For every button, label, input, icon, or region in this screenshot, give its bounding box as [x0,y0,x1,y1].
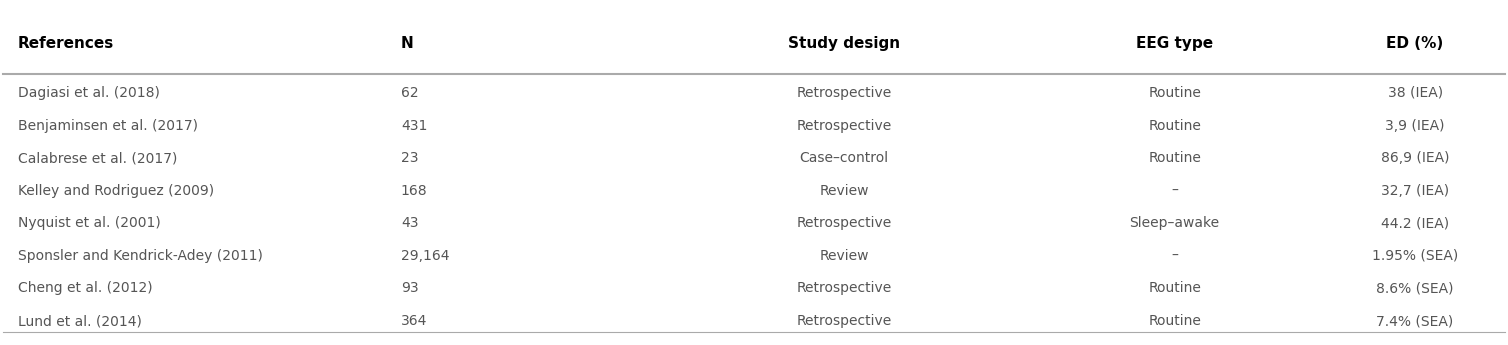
Text: 1.95% (SEA): 1.95% (SEA) [1372,249,1458,263]
Text: Kelley and Rodriguez (2009): Kelley and Rodriguez (2009) [18,184,214,198]
Text: 86,9 (IEA): 86,9 (IEA) [1381,151,1449,165]
Text: Retrospective: Retrospective [796,86,891,100]
Text: Retrospective: Retrospective [796,314,891,328]
Text: 364: 364 [401,314,427,328]
Text: ED (%): ED (%) [1386,36,1443,51]
Text: Sponsler and Kendrick-Adey (2011): Sponsler and Kendrick-Adey (2011) [18,249,262,263]
Text: Retrospective: Retrospective [796,216,891,230]
Text: Nyquist et al. (2001): Nyquist et al. (2001) [18,216,160,230]
Text: 44.2 (IEA): 44.2 (IEA) [1381,216,1449,230]
Text: 431: 431 [401,119,427,132]
Text: Calabrese et al. (2017): Calabrese et al. (2017) [18,151,176,165]
Text: Routine: Routine [1148,119,1200,132]
Text: –: – [1172,184,1178,198]
Text: Review: Review [819,184,869,198]
Text: Routine: Routine [1148,151,1200,165]
Text: Cheng et al. (2012): Cheng et al. (2012) [18,282,152,295]
Text: 8.6% (SEA): 8.6% (SEA) [1377,282,1454,295]
Text: Lund et al. (2014): Lund et al. (2014) [18,314,142,328]
Text: 29,164: 29,164 [401,249,449,263]
Text: 23: 23 [401,151,418,165]
Text: Routine: Routine [1148,314,1200,328]
Text: 62: 62 [401,86,419,100]
Text: Benjaminsen et al. (2017): Benjaminsen et al. (2017) [18,119,198,132]
Text: Retrospective: Retrospective [796,119,891,132]
Text: 38 (IEA): 38 (IEA) [1387,86,1443,100]
Text: Study design: Study design [789,36,900,51]
Text: Retrospective: Retrospective [796,282,891,295]
Text: References: References [18,36,115,51]
Text: Routine: Routine [1148,282,1200,295]
Text: 3,9 (IEA): 3,9 (IEA) [1386,119,1445,132]
Text: 93: 93 [401,282,419,295]
Text: Case–control: Case–control [799,151,888,165]
Text: 7.4% (SEA): 7.4% (SEA) [1377,314,1454,328]
Text: Routine: Routine [1148,86,1200,100]
Text: EEG type: EEG type [1136,36,1214,51]
Text: 43: 43 [401,216,418,230]
Text: Review: Review [819,249,869,263]
Text: Sleep–awake: Sleep–awake [1129,216,1220,230]
Text: N: N [401,36,413,51]
Text: 32,7 (IEA): 32,7 (IEA) [1381,184,1449,198]
Text: Dagiasi et al. (2018): Dagiasi et al. (2018) [18,86,160,100]
Text: –: – [1172,249,1178,263]
Text: 168: 168 [401,184,428,198]
